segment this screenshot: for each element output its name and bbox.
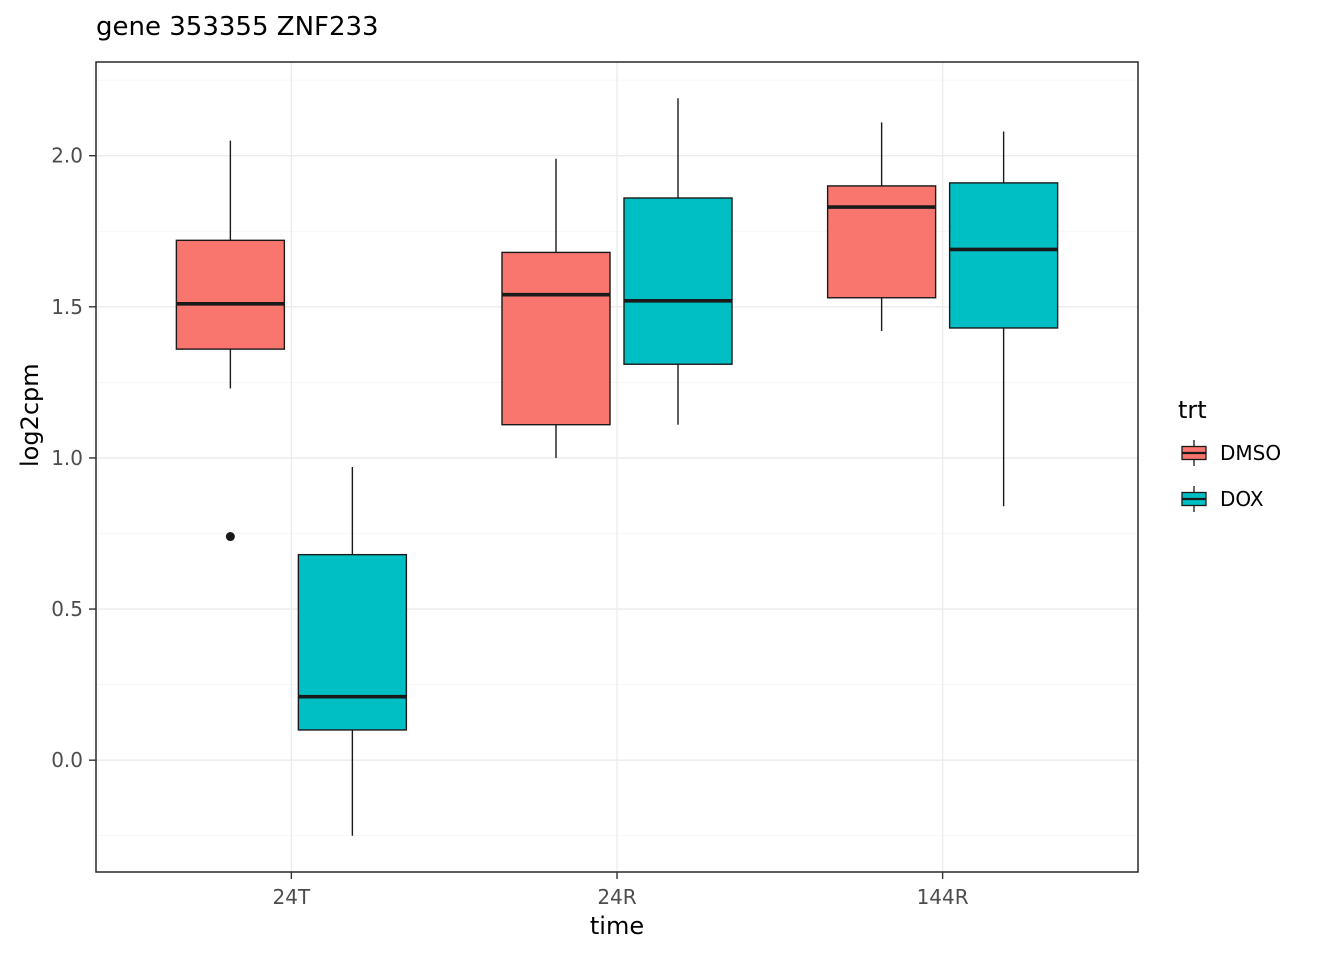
svg-text:1.0: 1.0 (51, 446, 83, 470)
legend-entry-dmso: DMSO (1178, 436, 1281, 470)
legend: trt DMSO DOX (1178, 396, 1281, 528)
legend-title: trt (1178, 396, 1207, 424)
x-axis-title: time (589, 912, 645, 940)
legend-label-dox: DOX (1220, 487, 1264, 511)
legend-entry-dox: DOX (1178, 482, 1281, 516)
legend-key-dmso-boxplot-icon (1178, 437, 1210, 469)
svg-text:0.0: 0.0 (51, 748, 83, 772)
chart-title: gene 353355 ZNF233 (96, 12, 379, 42)
svg-text:24T: 24T (273, 885, 311, 909)
legend-label-dmso: DMSO (1220, 441, 1282, 465)
legend-key-dox-boxplot-icon (1178, 483, 1210, 515)
svg-text:144R: 144R (917, 885, 969, 909)
svg-text:24R: 24R (597, 885, 636, 909)
svg-text:2.0: 2.0 (51, 144, 83, 168)
svg-text:1.5: 1.5 (51, 295, 83, 319)
svg-text:0.5: 0.5 (51, 597, 83, 621)
